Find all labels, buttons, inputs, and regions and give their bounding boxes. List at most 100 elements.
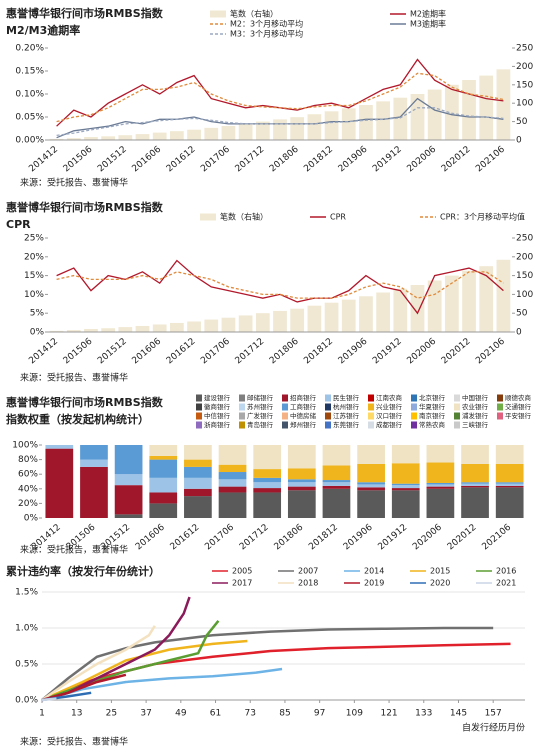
- legend-label: 杭州银行: [333, 402, 360, 411]
- legend-swatch: [239, 421, 245, 429]
- legend-label: 常熟农商: [419, 420, 446, 429]
- x-tick-label: 1: [39, 709, 45, 719]
- legend-swatch: [196, 412, 202, 420]
- x-tick-label: 97: [314, 709, 325, 719]
- bar-segment: [426, 462, 455, 483]
- bar-segment: [149, 459, 178, 478]
- legend-label: 三峡银行: [462, 420, 489, 429]
- legend-label: 浦发银行: [462, 411, 489, 420]
- bar-segment: [357, 463, 385, 483]
- bar-segment: [184, 496, 212, 518]
- y2-tick-label: 0: [516, 136, 522, 146]
- x-tick-label: 201706: [199, 336, 232, 366]
- legend-label: 郑州银行: [290, 420, 317, 429]
- legend-label: M2逾期率: [410, 9, 446, 19]
- bar: [118, 327, 133, 332]
- legend-label: CPR：3个月移动平均值: [440, 212, 525, 222]
- bar-segment: [495, 485, 524, 488]
- x-tick-label: 49: [175, 709, 187, 719]
- bar: [376, 292, 390, 332]
- bar: [496, 259, 511, 332]
- bar-segment: [391, 445, 420, 464]
- x-tick-label: 201612: [169, 523, 202, 553]
- legend-swatch: [325, 403, 331, 411]
- legend-swatch: [368, 412, 374, 420]
- chart-title: 累计违约率（按发行年份统计）: [6, 564, 160, 578]
- legend-swatch: [282, 394, 288, 402]
- legend-label: 华夏银行: [419, 402, 446, 411]
- bar-segment: [287, 468, 316, 480]
- series-line: [56, 72, 504, 123]
- legend-label: 交通银行: [505, 402, 532, 411]
- bar-segment: [495, 483, 524, 486]
- series-line: [41, 667, 283, 702]
- bar: [462, 270, 476, 332]
- x-tick-label: 201706: [203, 522, 236, 552]
- bar: [49, 330, 64, 332]
- legend-label: 东莞银行: [333, 420, 360, 429]
- x-tick-label: 202106: [474, 336, 507, 366]
- series-line: [41, 625, 156, 702]
- x-tick-label: 201906: [342, 522, 375, 552]
- bar-segment: [357, 487, 385, 491]
- legend-swatch: [454, 412, 460, 420]
- y2-tick-label: 150: [516, 80, 533, 90]
- legend-label: 中国银行: [462, 393, 489, 402]
- legend-label: 江南农商: [376, 393, 403, 402]
- legend-label: 2015: [430, 567, 450, 576]
- bar-segment: [184, 459, 212, 467]
- x-tick-label: 201612: [165, 337, 198, 367]
- x-tick-label: 201506: [62, 144, 95, 174]
- x-axis-label: 自发行经历月份: [462, 722, 525, 734]
- chart-subtitle: M2/M3逾期率: [6, 23, 80, 37]
- x-tick-label: 201512: [96, 337, 129, 367]
- y2-tick-label: 50: [516, 117, 528, 127]
- chart-subtitle: CPR: [6, 218, 31, 231]
- bar-segment: [80, 445, 108, 460]
- bar: [238, 123, 253, 140]
- legend-label: CPR: [330, 213, 346, 222]
- legend-swatch: [368, 403, 374, 411]
- x-tick-label: 85: [279, 709, 290, 719]
- bar-segment: [426, 482, 455, 485]
- bar-segment: [149, 503, 178, 518]
- bar-segment: [218, 445, 247, 465]
- x-tick-label: 201606: [134, 522, 167, 552]
- bar: [410, 94, 425, 140]
- y-tick-label: 0%: [24, 514, 39, 524]
- x-tick-label: 201906: [337, 144, 370, 174]
- legend-label: 苏州银行: [247, 402, 274, 411]
- legend-label: 笔数（右轴）: [230, 9, 278, 19]
- series-line: [41, 697, 57, 702]
- x-tick-label: 201806: [268, 336, 301, 366]
- bar: [307, 114, 322, 140]
- x-tick-label: 37: [140, 709, 151, 719]
- legend-label: 北京银行: [419, 393, 446, 402]
- bar: [427, 89, 442, 140]
- bar-segment: [391, 485, 420, 489]
- bar: [255, 313, 270, 332]
- bar-segment: [495, 463, 524, 483]
- legend-label: 2017: [232, 579, 252, 588]
- x-tick-label: 201812: [302, 337, 335, 367]
- bar-segment: [80, 466, 108, 518]
- legend-label: 成都银行: [376, 420, 403, 429]
- x-tick-label: 157: [485, 709, 502, 719]
- x-tick-label: 73: [245, 709, 256, 719]
- y2-tick-label: 100: [516, 290, 533, 300]
- bar: [393, 288, 408, 332]
- bar-segment: [184, 466, 212, 478]
- bar: [479, 75, 494, 140]
- bar-segment: [218, 464, 247, 473]
- source-note: 来源：受托报告，惠誉博华: [20, 544, 128, 556]
- legend-swatch: [454, 403, 460, 411]
- bar: [393, 97, 408, 140]
- bar-segment: [184, 477, 212, 489]
- bar-segment: [495, 445, 524, 464]
- bar-segment: [149, 445, 178, 456]
- bar-segment: [45, 445, 74, 449]
- legend-swatch: [497, 412, 503, 420]
- bar-segment: [322, 465, 351, 481]
- x-tick-label: 121: [380, 709, 397, 719]
- y-tick-label: 100%: [12, 441, 38, 451]
